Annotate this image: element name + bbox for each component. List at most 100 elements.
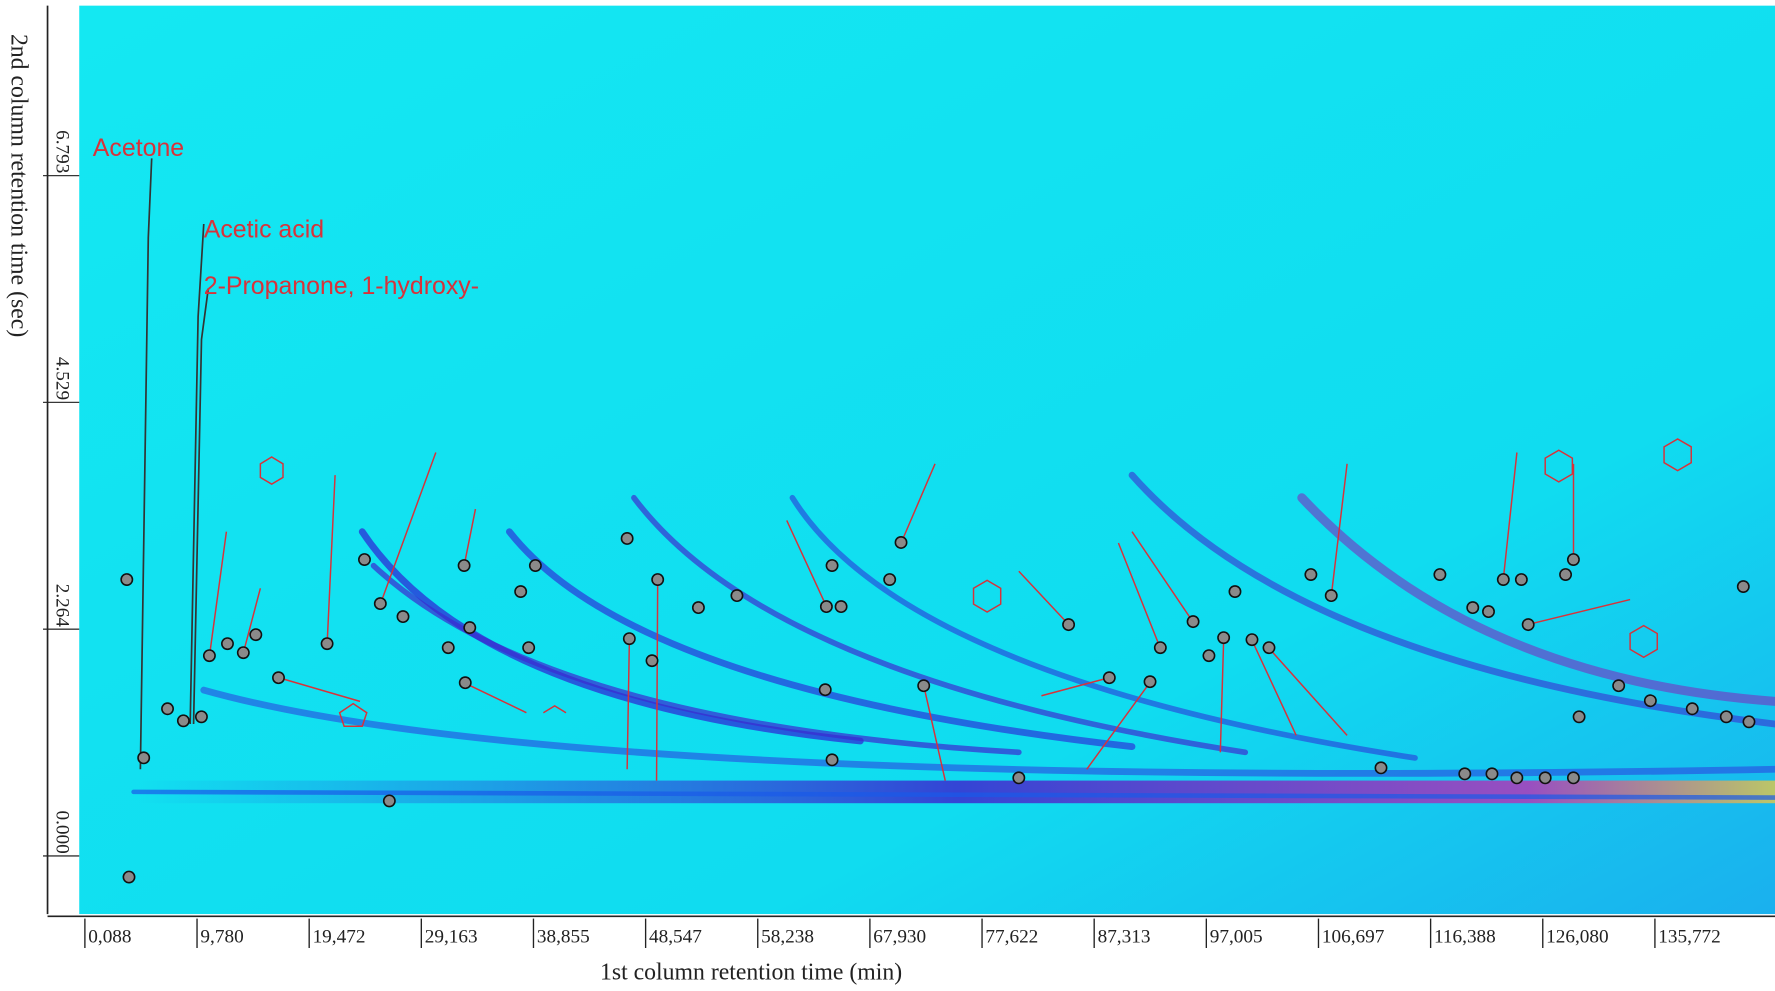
x-tick-label: 67,930 — [873, 926, 926, 947]
x-tick-label: 135,772 — [1658, 926, 1720, 947]
peak-marker — [458, 676, 472, 690]
peak-marker — [194, 710, 208, 724]
peak-marker — [1559, 568, 1573, 581]
peak-marker — [441, 641, 455, 655]
peak-marker — [202, 649, 216, 663]
peak-marker — [1458, 767, 1472, 781]
peak-marker — [161, 702, 174, 716]
x-tick-label: 116,388 — [1434, 926, 1496, 947]
annotation: Acetic acid — [204, 216, 324, 244]
peak-marker — [236, 646, 250, 660]
peak-marker — [1012, 771, 1026, 785]
peak-marker — [622, 632, 636, 646]
peak-marker — [120, 573, 134, 586]
peak-marker — [1433, 568, 1447, 581]
peak-marker — [176, 714, 190, 728]
peak-marker — [272, 671, 285, 685]
x-tick-label: 87,313 — [1098, 926, 1151, 947]
x-tick-label: 19,472 — [313, 926, 366, 947]
y-tick-label: 6.793 — [52, 130, 73, 173]
peak-marker — [1496, 573, 1510, 586]
peak-marker — [818, 683, 832, 697]
x-tick-label: 38,855 — [537, 926, 590, 947]
peak-marker — [1202, 649, 1216, 663]
x-tick-label: 58,238 — [761, 926, 814, 947]
peak-marker — [358, 553, 371, 566]
x-tick-label: 77,622 — [985, 926, 1038, 947]
x-tick-label: 29,163 — [425, 926, 478, 947]
peak-marker — [825, 559, 839, 572]
peak-marker — [645, 654, 659, 668]
peak-marker — [819, 600, 833, 614]
peak-marker — [691, 601, 705, 615]
peak-marker — [382, 794, 396, 808]
peak-marker — [1153, 641, 1167, 655]
peak-marker — [1374, 761, 1388, 775]
peak-marker — [1643, 694, 1657, 708]
peak-marker — [522, 641, 536, 655]
signal-bands — [131, 471, 1775, 804]
peak-marker — [1466, 601, 1480, 615]
x-axis-label: 1st column retention time (min) — [600, 960, 902, 986]
peak-marker — [1245, 633, 1259, 647]
peak-marker — [1324, 589, 1338, 603]
peak-marker — [1538, 771, 1552, 785]
peak-marker — [1262, 641, 1276, 655]
peak-marker — [1102, 671, 1116, 685]
x-tick-label: 97,005 — [1210, 926, 1263, 947]
peak-marker — [514, 585, 528, 599]
x-tick-label: 106,697 — [1322, 926, 1385, 947]
peak-marker — [1742, 715, 1756, 729]
peak-marker — [1736, 580, 1750, 594]
peak-marker — [1304, 568, 1318, 581]
peak-marker — [651, 573, 665, 586]
peak-marker — [1521, 618, 1535, 632]
peak-marker — [1566, 553, 1580, 566]
peak-marker — [1217, 631, 1231, 645]
peak-marker — [834, 600, 848, 614]
plot-background — [79, 5, 1775, 915]
peak-marker — [1612, 679, 1626, 693]
peak-marker — [1062, 618, 1076, 632]
peak-marker — [221, 637, 234, 651]
peak-marker — [463, 621, 477, 635]
peak-marker — [528, 559, 542, 572]
y-axis-label: 2nd column retention time (sec) — [5, 34, 31, 337]
peak-marker — [249, 628, 263, 642]
peak-marker — [396, 610, 410, 624]
x-tick-label: 9,780 — [200, 926, 243, 947]
peak-marker — [1514, 573, 1528, 586]
peak-marker — [1719, 710, 1733, 724]
x-tick-label: 48,547 — [649, 926, 702, 947]
y-tick-label: 4.529 — [52, 357, 73, 400]
peak-marker — [1143, 675, 1157, 689]
peak-marker — [137, 751, 151, 765]
annotation-leaders — [139, 158, 210, 770]
peak-marker — [1685, 702, 1699, 716]
peak-marker — [917, 679, 931, 693]
x-tick-label: 0,088 — [88, 926, 131, 947]
structure-leaders — [208, 438, 1692, 781]
y-tick-label: 0.000 — [52, 810, 73, 853]
peak-marker — [883, 573, 897, 586]
peak-marker — [730, 589, 744, 603]
y-tick-label: 2.264 — [52, 584, 73, 628]
peak-marker — [1485, 767, 1499, 781]
peak-marker — [122, 870, 136, 884]
peak-marker — [1566, 771, 1580, 785]
annotation: Acetone — [93, 134, 184, 162]
peak-marker — [894, 536, 908, 549]
peak-marker — [1510, 771, 1524, 785]
peak-marker — [1482, 605, 1495, 619]
peak-marker — [373, 597, 387, 611]
x-tick-label: 126,080 — [1546, 926, 1608, 947]
peak-marker — [1572, 710, 1586, 724]
peak-marker — [320, 637, 334, 651]
peak-marker — [1228, 585, 1242, 599]
peak-marker — [620, 532, 634, 545]
peak-marker — [825, 753, 839, 767]
annotation: 2-Propanone, 1-hydroxy- — [204, 272, 479, 300]
peak-marker — [1186, 615, 1200, 629]
